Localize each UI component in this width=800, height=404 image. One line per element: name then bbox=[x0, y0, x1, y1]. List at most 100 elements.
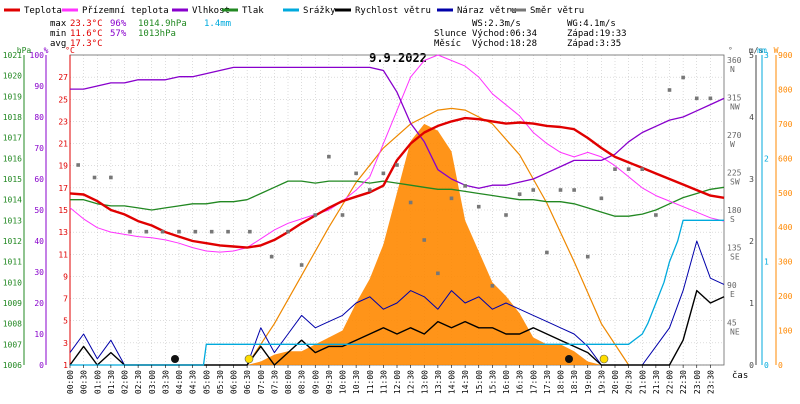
temperature-tick-label: 27 bbox=[58, 73, 68, 82]
x-tick-label: 15:30 bbox=[488, 370, 497, 394]
temperature-tick-label: 19 bbox=[58, 162, 68, 171]
legend-label: Náraz větru bbox=[457, 6, 517, 16]
wind-dir-point bbox=[144, 229, 149, 234]
rain-tick-label: 1 bbox=[764, 258, 769, 267]
pressure-tick-label: 1006 bbox=[3, 361, 22, 370]
x-tick-label: 06:00 bbox=[230, 370, 239, 394]
wind-dir-point bbox=[626, 167, 631, 171]
pressure-tick-label: 1009 bbox=[3, 299, 22, 308]
x-tick-label: 09:30 bbox=[325, 370, 334, 394]
wind-dir-point bbox=[640, 167, 645, 171]
x-tick-label: 01:00 bbox=[93, 370, 102, 394]
wind-dir-point bbox=[226, 229, 230, 234]
wind-dir-point bbox=[128, 229, 132, 234]
solar-axis-unit: W bbox=[774, 46, 779, 55]
humidity-tick-label: 100 bbox=[30, 51, 45, 60]
x-tick-label: 10:00 bbox=[339, 370, 348, 394]
solar-tick-label: 0 bbox=[778, 361, 783, 370]
stat-min-hum: 57% bbox=[110, 29, 127, 39]
wind-dir-tick-deg: 45 bbox=[727, 319, 737, 328]
legend-label: Teplota bbox=[24, 6, 62, 16]
x-tick-label: 14:30 bbox=[461, 370, 470, 394]
x-tick-label: 18:30 bbox=[570, 370, 579, 394]
x-tick-label: 00:00 bbox=[66, 370, 75, 394]
legend-label: Přízemní teplota bbox=[82, 6, 169, 16]
x-tick-label: 00:30 bbox=[80, 370, 89, 394]
wind-dir-point bbox=[367, 188, 372, 192]
wind-dir-point bbox=[654, 213, 658, 217]
astro-markers bbox=[171, 354, 609, 364]
stat-max-label: max bbox=[50, 19, 67, 29]
wind-dir-point bbox=[490, 284, 495, 288]
temperature-tick-label: 7 bbox=[63, 295, 68, 304]
temperature-tick-label: 13 bbox=[58, 228, 68, 237]
x-tick-label: 12:30 bbox=[407, 370, 416, 394]
x-tick-label: 13:00 bbox=[420, 370, 429, 394]
wind-dir-point bbox=[449, 196, 454, 201]
sun-set: Západ:19:33 bbox=[567, 29, 627, 39]
humidity-tick-label: 20 bbox=[34, 299, 44, 308]
solar-tick-label: 900 bbox=[778, 51, 793, 60]
x-tick-label: 09:00 bbox=[311, 370, 320, 394]
humidity-tick-label: 10 bbox=[34, 330, 44, 339]
x-tick-label: 08:30 bbox=[298, 370, 307, 394]
pressure-tick-label: 1014 bbox=[3, 196, 22, 205]
wind-dir-point bbox=[476, 204, 481, 209]
solar-tick-label: 800 bbox=[778, 85, 793, 94]
chart-title: 9.9.2022 bbox=[369, 51, 427, 65]
wind-dir-tick-compass: N bbox=[730, 65, 735, 74]
solar-tick-label: 600 bbox=[778, 154, 793, 163]
temperature-tick-label: 21 bbox=[58, 140, 68, 149]
wind-dir-point bbox=[599, 196, 604, 201]
wind-dir-point bbox=[354, 171, 358, 176]
humidity-tick-label: 90 bbox=[34, 82, 44, 91]
wind-speed-tick-label: 0 bbox=[749, 361, 754, 370]
pressure-tick-label: 1019 bbox=[3, 92, 22, 101]
sun-rise-marker bbox=[244, 354, 254, 364]
wind-speed-tick-label: 1 bbox=[749, 299, 754, 308]
series-temp bbox=[69, 116, 725, 249]
wind-dir-point bbox=[504, 213, 508, 217]
wind-dir-point bbox=[76, 163, 80, 167]
stats-block: max 23.3°C 96% 1014.9hPa 1.4mm min 11.6°… bbox=[50, 19, 231, 49]
moon-set-marker bbox=[171, 355, 179, 363]
stat-max-hum: 96% bbox=[110, 19, 127, 29]
pressure-tick-label: 1012 bbox=[3, 237, 22, 246]
stat-min-label: min bbox=[50, 29, 66, 39]
temperature-axis-unit: °C bbox=[65, 46, 75, 55]
wind-dir-point bbox=[545, 250, 549, 255]
x-tick-label: 20:00 bbox=[611, 370, 620, 394]
humidity-tick-label: 60 bbox=[34, 175, 44, 184]
x-tick-label: 03:00 bbox=[148, 370, 157, 394]
x-tick-label: 05:00 bbox=[202, 370, 211, 394]
wind-dir-tick-deg: 90 bbox=[727, 281, 737, 290]
legend-label: Vlhkost bbox=[192, 6, 230, 16]
pressure-tick-label: 1013 bbox=[3, 216, 22, 225]
temperature-tick-label: 9 bbox=[63, 272, 68, 281]
wind-dir-point bbox=[681, 75, 685, 80]
temperature-tick-label: 3 bbox=[63, 339, 68, 348]
wind-dir-point bbox=[381, 171, 386, 176]
stat-max-rain: 1.4mm bbox=[204, 19, 231, 29]
wind-dir-tick-deg: 225 bbox=[727, 169, 742, 178]
wind-dir-point bbox=[269, 254, 274, 259]
wind-dir-tick-compass: S bbox=[730, 215, 735, 224]
pressure-tick-label: 1008 bbox=[3, 320, 22, 329]
wind-speed-tick-label: 3 bbox=[749, 175, 754, 184]
sun-label: Slunce bbox=[434, 29, 467, 39]
wind-dir-point bbox=[708, 96, 713, 101]
wind-dir-tick-compass: E bbox=[730, 290, 735, 299]
wind-dir-point bbox=[109, 175, 113, 180]
wind-dir-point bbox=[585, 254, 590, 259]
x-tick-label: 17:30 bbox=[543, 370, 552, 394]
series-rain bbox=[70, 219, 724, 366]
series-hum bbox=[70, 66, 725, 189]
x-tick-label: 22:30 bbox=[679, 370, 688, 394]
pressure-tick-label: 1010 bbox=[3, 278, 22, 287]
pressure-tick-label: 1020 bbox=[3, 72, 22, 81]
wind-dir-tick-compass: SE bbox=[730, 253, 740, 262]
x-tick-label: 21:00 bbox=[638, 370, 647, 394]
x-tick-label: 06:30 bbox=[243, 370, 252, 394]
legend-label: Tlak bbox=[242, 6, 264, 16]
